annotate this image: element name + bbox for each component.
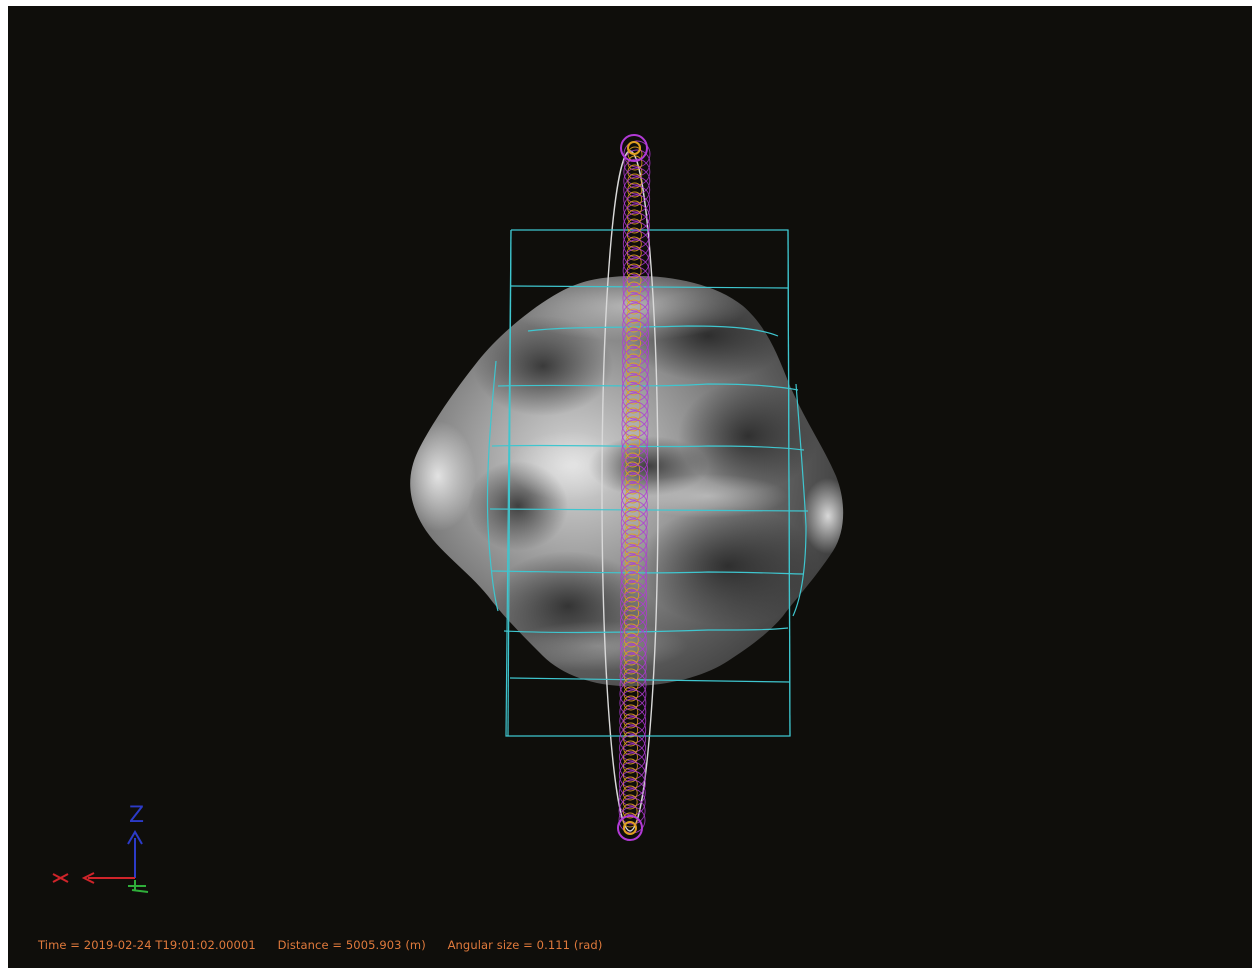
footprint-ring-outer [620, 518, 648, 546]
footprint-ring-outer [621, 374, 649, 402]
footprint-ring-outer [621, 437, 649, 465]
footprint-ring-outer [622, 293, 650, 321]
footprint-ring-outer [622, 338, 649, 366]
distance-readout: Distance = 5005.903 (m) [277, 938, 426, 952]
footprint-ring-outer [623, 167, 651, 195]
y-axis-marker [128, 880, 149, 893]
footprint-ring-outer [620, 599, 648, 627]
footprint-ring-outer [622, 275, 650, 303]
footprint-ring-outer [621, 365, 649, 393]
orbit-outline [601, 150, 659, 832]
z-axis-arrow [127, 830, 143, 845]
ring-bottom-dot [623, 821, 637, 835]
footprint-ring-outer [620, 500, 648, 528]
footprint-ring-outer [619, 653, 647, 681]
footprint-ring-outer [620, 536, 648, 564]
x-axis-arrow [81, 872, 95, 884]
footprint-ring-outer [620, 590, 648, 618]
footprint-ring-outer [620, 491, 648, 519]
footprint-ring-outer [619, 743, 646, 771]
footprint-ring-outer [622, 329, 650, 357]
footprint-ring-outer [623, 176, 651, 204]
footprint-ring-outer [619, 626, 647, 654]
footprint-ring-outer [618, 788, 646, 816]
footprint-ring-outer [621, 401, 649, 429]
footprint-ring-outer [620, 581, 648, 609]
status-bar: Time = 2019-02-24 T19:01:02.00001 Distan… [38, 938, 620, 954]
footprint-ring-outer [619, 617, 647, 645]
footprint-ring-outer [619, 725, 647, 753]
footprint-ring-outer [618, 752, 646, 780]
footprint-ring-outer [623, 149, 651, 177]
footprint-ring-outer [619, 707, 647, 735]
footprint-rings [618, 140, 651, 834]
footprint-ring-outer [619, 644, 647, 672]
wireframe-grid [486, 229, 809, 737]
time-readout: Time = 2019-02-24 T19:01:02.00001 [38, 938, 256, 952]
footprint-ring-outer [621, 392, 649, 420]
footprint-ring-outer [623, 212, 650, 240]
footprint-ring-outer [619, 635, 647, 663]
footprint-ring-inner [622, 812, 638, 828]
footprint-ring-outer [622, 248, 650, 276]
footprint-ring-outer [621, 446, 649, 474]
footprint-ring-outer [621, 410, 649, 438]
footprint-ring-outer [620, 563, 648, 591]
footprint-ring-outer [620, 527, 648, 555]
footprint-ring-outer [619, 671, 647, 699]
footprint-ring-outer [622, 284, 650, 312]
footprint-ring-outer [622, 320, 650, 348]
footprint-ring-outer [622, 257, 650, 285]
footprint-ring-outer [622, 302, 650, 330]
footprint-ring-outer [619, 698, 647, 726]
footprint-ring-outer [619, 689, 647, 717]
footprint-ring-outer [621, 464, 649, 492]
ring-bottom-marker [617, 815, 643, 841]
footprint-ring-outer [622, 239, 650, 267]
footprint-ring-outer [618, 761, 646, 789]
footprint-ring-outer [618, 770, 646, 798]
footprint-ring-outer [620, 509, 648, 537]
scene-canvas[interactable]: Z [8, 6, 1252, 968]
footprint-ring-outer [619, 662, 647, 690]
footprint-ring-outer [621, 473, 648, 501]
footprint-ring-outer [620, 608, 647, 636]
footprint-ring-outer [623, 185, 651, 213]
ring-top-marker [620, 134, 648, 162]
footprint-ring-outer [620, 545, 648, 573]
footprint-ring-outer [623, 158, 651, 186]
footprint-ring-outer [618, 779, 646, 807]
footprint-ring-outer [620, 554, 648, 582]
footprint-ring-outer [621, 383, 649, 411]
footprint-ring-outer [621, 356, 649, 384]
footprint-ring-outer [623, 140, 651, 168]
footprint-ring-outer [619, 716, 647, 744]
footprint-ring-outer [622, 221, 650, 249]
footprint-ring-outer [623, 203, 650, 231]
footprint-ring-outer [621, 419, 649, 447]
footprint-ring-outer [619, 680, 647, 708]
x-axis-label [52, 873, 69, 883]
footprint-ring-outer [618, 797, 646, 825]
z-axis-label: Z [129, 803, 144, 828]
footprint-ring-outer [619, 734, 647, 762]
axis-triad: Z [52, 803, 149, 893]
3d-viewport[interactable]: Z Time = 2019-02-24 T19:01:02.00001 Dist… [8, 6, 1252, 968]
footprint-ring-outer [622, 347, 649, 375]
footprint-ring-outer [622, 230, 650, 258]
footprint-ring-outer [620, 482, 648, 510]
angular-size-readout: Angular size = 0.111 (rad) [447, 938, 603, 952]
footprint-ring-outer [621, 428, 649, 456]
footprint-ring-outer [622, 266, 650, 294]
footprint-ring-outer [623, 194, 651, 222]
footprint-ring-outer [621, 455, 649, 483]
ring-top-dot [627, 141, 641, 155]
footprint-ring-outer [620, 572, 648, 600]
footprint-ring-outer [622, 311, 650, 339]
